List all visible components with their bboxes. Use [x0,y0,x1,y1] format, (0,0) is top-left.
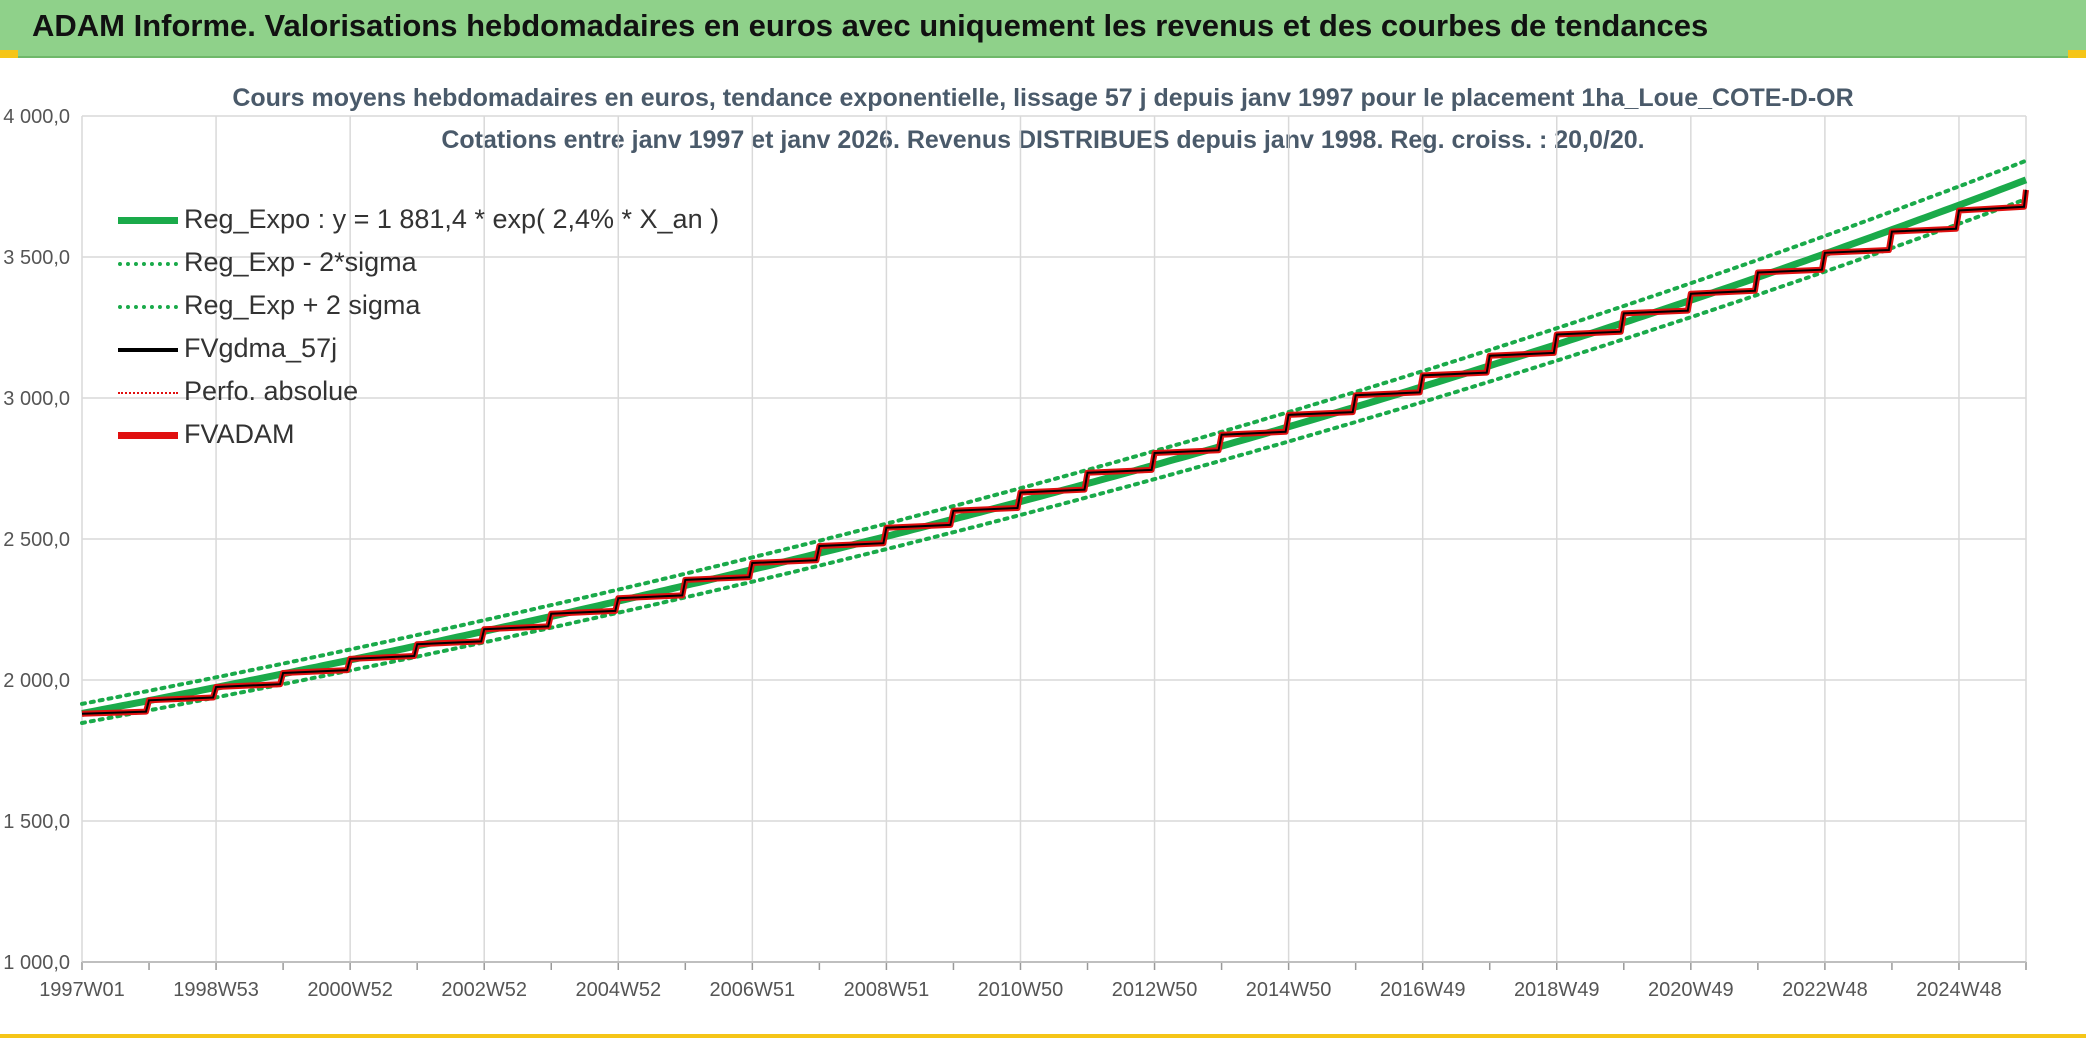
x-tick-label: 2006W51 [710,979,796,1001]
legend-swatch [118,217,178,224]
legend-item: Reg_Expo : y = 1 881,4 * exp( 2,4% * X_a… [118,200,720,240]
y-tick-label: 2 000,0 [3,670,70,692]
x-tick-label: 2020W49 [1648,979,1734,1001]
banner-title: ADAM Informe. Valorisations hebdomadaire… [32,8,1709,43]
page-banner: ADAM Informe. Valorisations hebdomadaire… [0,0,2086,58]
x-tick-label: 2000W52 [307,979,393,1001]
legend-swatch [118,348,178,352]
legend-label: Reg_Exp - 2*sigma [184,247,417,277]
legend-item: FVADAM [118,415,718,455]
x-tick-label: 2002W52 [441,979,527,1001]
corner-mark-right [2068,50,2086,58]
x-tick-label: 2010W50 [978,979,1064,1001]
series-fvgdma-57j [81,189,2027,715]
footer-bar [0,1034,2086,1038]
y-tick-label: 3 500,0 [3,247,70,269]
series-reg-exp-minus-2sigma [80,197,2028,725]
legend-swatch [118,432,178,439]
corner-mark-left [0,50,18,58]
legend-item: Reg_Exp - 2*sigma [118,243,718,283]
x-tick-label: 2024W48 [1916,979,2002,1001]
x-tick-label: 2008W51 [844,979,930,1001]
y-tick-label: 1 500,0 [3,811,70,833]
x-tick-label: 1997W01 [39,979,125,1001]
x-tick-label: 2014W50 [1246,979,1332,1001]
y-tick-label: 1 000,0 [3,952,70,974]
legend-item: Perfo. absolue [118,372,718,412]
x-tick-label: 2004W52 [575,979,661,1001]
legend-label: FVADAM [184,419,295,449]
chart-subtitle: Cotations entre janv 1997 et janv 2026. … [441,126,1645,154]
legend-item: Reg_Exp + 2 sigma [118,286,718,326]
legend-label: Perfo. absolue [184,376,359,406]
legend-swatch [118,305,178,309]
legend-swatch [118,262,178,266]
x-tick-label: 2016W49 [1380,979,1466,1001]
legend-label: Reg_Exp + 2 sigma [184,290,421,320]
legend-label: FVgdma_57j [184,333,338,363]
x-tick-label: 2012W50 [1112,979,1198,1001]
y-tick-label: 4 000,0 [3,106,70,128]
x-tick-label: 1998W53 [173,979,259,1001]
legend-swatch [118,392,178,394]
legend-item: FVgdma_57j [118,329,718,369]
x-tick-label: 2018W49 [1514,979,1600,1001]
x-tick-label: 2022W48 [1782,979,1868,1001]
chart-title: Cours moyens hebdomadaires en euros, ten… [232,84,1854,112]
series-reg-exp-plus-2sigma [80,158,2028,706]
y-tick-label: 3 000,0 [3,388,70,410]
legend-label: Reg_Expo : y = 1 881,4 * exp( 2,4% * X_a… [184,204,720,234]
y-tick-label: 2 500,0 [3,529,70,551]
